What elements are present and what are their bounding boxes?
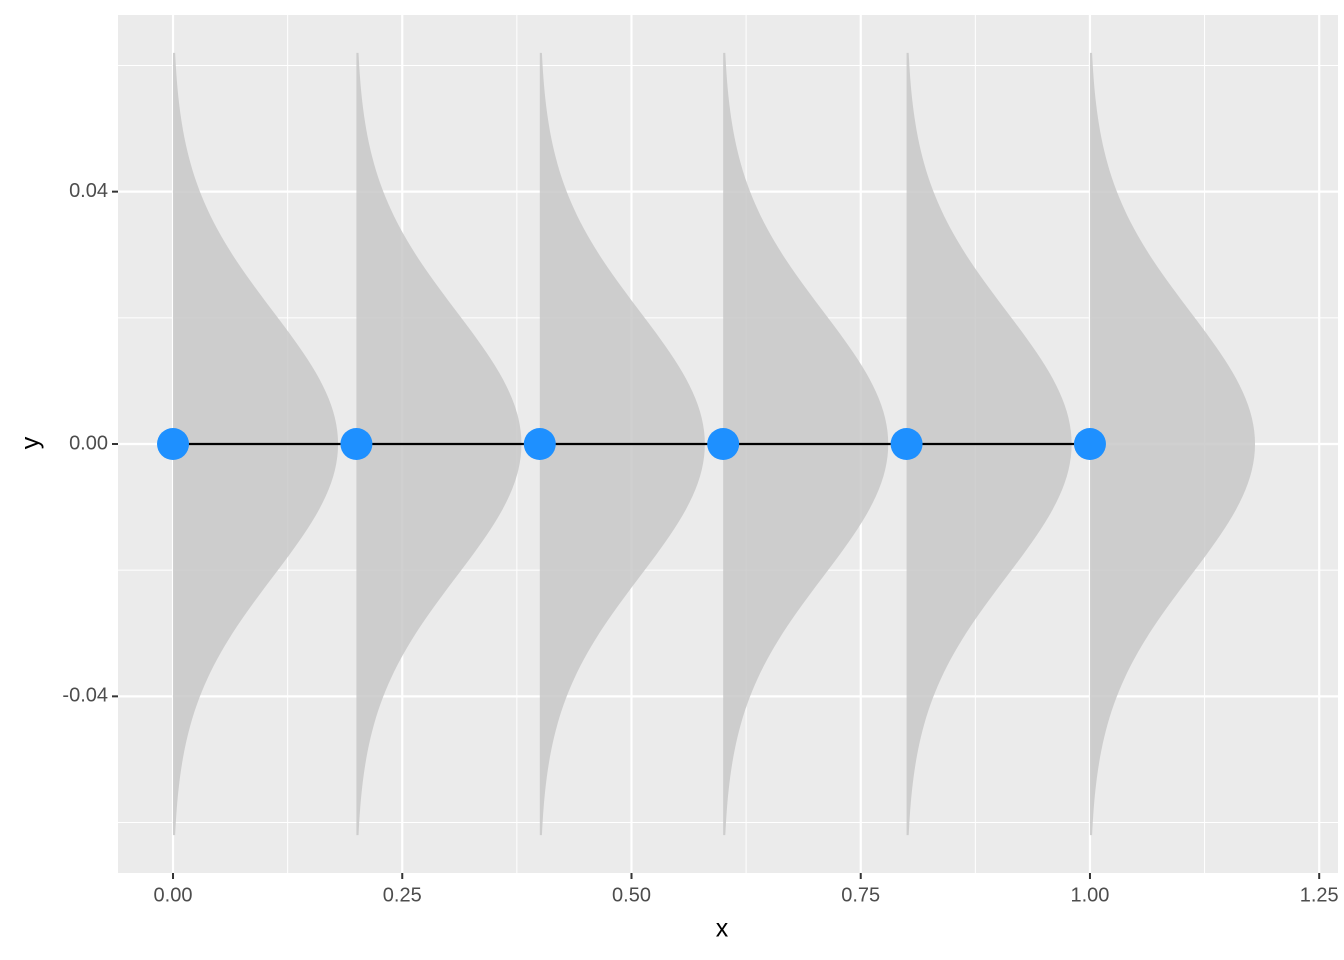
x-axis-title: x — [716, 915, 729, 943]
x-tick-label: 1.00 — [1070, 884, 1109, 906]
point — [707, 428, 740, 460]
y-tick-label: -0.04 — [62, 685, 108, 707]
y-tick-label: 0.04 — [69, 180, 108, 202]
x-tick-label: 1.25 — [1300, 884, 1339, 906]
point — [523, 428, 556, 460]
y-axis-title: y — [17, 436, 45, 449]
point — [340, 428, 373, 460]
point — [890, 428, 923, 460]
point — [157, 428, 190, 460]
x-tick-label: 0.25 — [383, 884, 422, 906]
x-tick-label: 0.50 — [612, 884, 651, 906]
y-tick-label: 0.00 — [69, 432, 108, 454]
x-tick-label: 0.00 — [154, 884, 193, 906]
density-curve — [1089, 52, 1256, 836]
point — [1073, 428, 1106, 460]
x-tick-label: 0.75 — [841, 884, 880, 906]
